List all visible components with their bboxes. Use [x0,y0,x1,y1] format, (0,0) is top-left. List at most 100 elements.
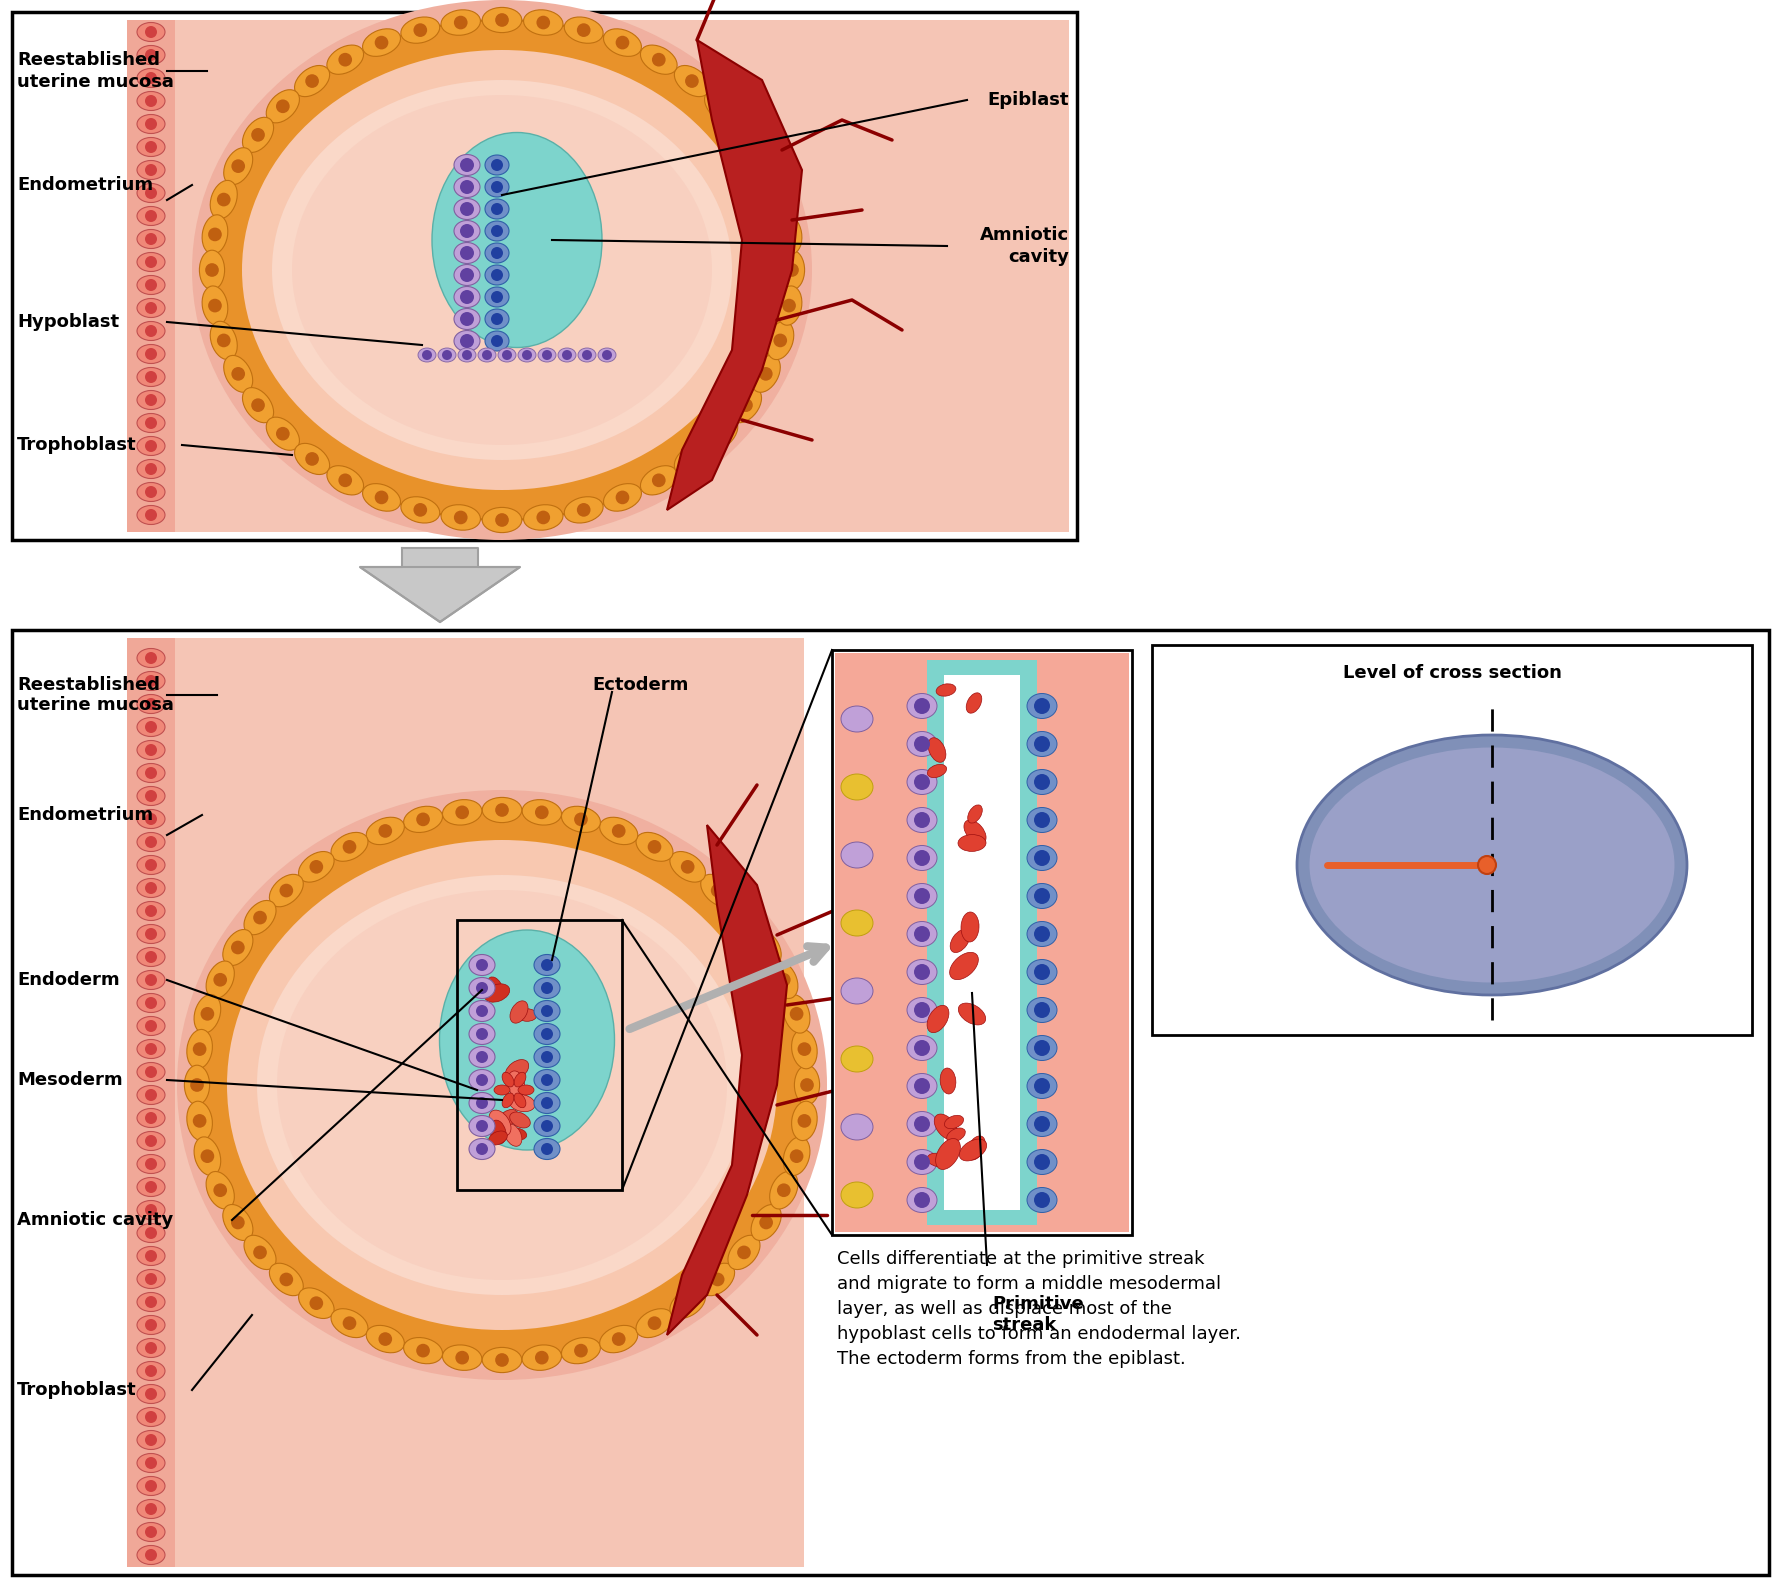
Circle shape [454,510,468,525]
Ellipse shape [441,504,481,529]
Ellipse shape [509,1000,527,1022]
Circle shape [491,313,502,324]
Ellipse shape [482,1347,522,1372]
Circle shape [214,973,226,987]
Text: Trophoblast: Trophoblast [18,436,137,455]
Ellipse shape [578,348,596,363]
Ellipse shape [242,118,274,153]
Ellipse shape [840,1181,872,1208]
Circle shape [781,227,796,242]
Circle shape [456,1352,468,1364]
Circle shape [144,997,157,1010]
Ellipse shape [137,1178,166,1197]
Circle shape [913,1040,929,1056]
Ellipse shape [730,388,762,423]
Circle shape [217,334,230,347]
Circle shape [739,129,753,142]
Ellipse shape [137,1223,166,1242]
Ellipse shape [454,243,481,264]
Ellipse shape [222,1205,253,1240]
Ellipse shape [504,1124,522,1146]
Ellipse shape [137,437,166,455]
Ellipse shape [137,1062,166,1081]
Circle shape [534,806,548,819]
Circle shape [710,884,724,897]
Circle shape [612,824,625,838]
Circle shape [144,1204,157,1216]
Ellipse shape [963,820,986,844]
Circle shape [454,16,468,29]
Ellipse shape [906,731,936,757]
Ellipse shape [598,348,616,363]
Circle shape [144,324,157,337]
Ellipse shape [490,1119,506,1143]
Ellipse shape [224,148,253,184]
Text: uterine mucosa: uterine mucosa [18,696,174,714]
Circle shape [144,1250,157,1262]
Ellipse shape [294,65,329,97]
Text: Reestablished: Reestablished [18,676,160,693]
Ellipse shape [906,884,936,908]
Ellipse shape [484,176,509,197]
Ellipse shape [404,806,441,833]
Ellipse shape [1027,693,1056,719]
Circle shape [253,1245,267,1259]
Ellipse shape [468,1138,495,1159]
Ellipse shape [468,1000,495,1021]
Ellipse shape [769,960,797,999]
Circle shape [616,35,628,49]
Ellipse shape [441,1345,482,1371]
Ellipse shape [299,852,335,882]
Ellipse shape [783,994,810,1034]
Circle shape [495,1353,509,1367]
Circle shape [144,25,157,38]
Circle shape [739,399,753,412]
Ellipse shape [751,930,781,965]
Ellipse shape [222,930,253,965]
Ellipse shape [224,356,253,393]
Circle shape [616,491,628,504]
Ellipse shape [441,10,481,35]
Ellipse shape [564,17,603,43]
Circle shape [680,1296,694,1310]
Text: Reestablished: Reestablished [18,51,160,68]
Ellipse shape [194,1137,221,1175]
Ellipse shape [534,954,559,976]
Polygon shape [360,568,520,622]
Circle shape [541,1005,552,1018]
Text: Amniotic: Amniotic [979,226,1068,243]
Ellipse shape [700,1262,733,1296]
Circle shape [785,264,799,277]
Ellipse shape [137,1523,166,1541]
Ellipse shape [906,770,936,795]
Ellipse shape [1027,922,1056,946]
Circle shape [648,1317,660,1329]
Circle shape [491,181,502,192]
Ellipse shape [502,1092,514,1108]
Ellipse shape [534,1000,559,1021]
Ellipse shape [514,1072,525,1088]
Circle shape [737,1245,751,1259]
Ellipse shape [1027,997,1056,1022]
Circle shape [374,491,388,504]
Circle shape [475,1097,488,1108]
Circle shape [475,983,488,994]
Ellipse shape [906,1111,936,1137]
Ellipse shape [137,671,166,690]
FancyBboxPatch shape [12,630,1768,1576]
Ellipse shape [488,976,502,995]
Ellipse shape [906,693,936,719]
Circle shape [231,159,246,173]
Ellipse shape [210,321,237,359]
Ellipse shape [137,92,166,110]
Ellipse shape [299,1288,335,1318]
Circle shape [913,1078,929,1094]
Circle shape [758,367,773,380]
Circle shape [144,1021,157,1032]
Circle shape [789,1006,803,1021]
Circle shape [461,350,472,359]
Ellipse shape [468,978,495,999]
Ellipse shape [509,1129,527,1140]
Ellipse shape [484,266,509,285]
Ellipse shape [490,1110,511,1135]
